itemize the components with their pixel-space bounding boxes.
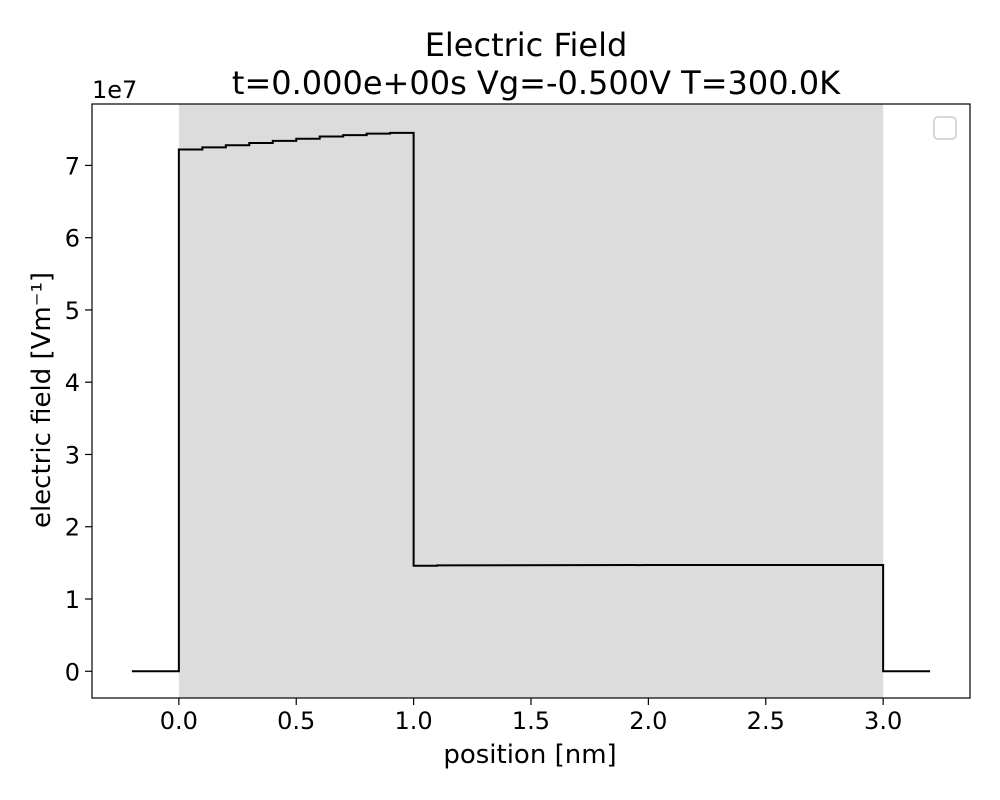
x-tick-label: 2.0 [629, 707, 667, 735]
y-tick-label: 5 [65, 297, 80, 325]
x-axis-label: position [nm] [443, 740, 616, 770]
y-tick-label: 7 [65, 152, 80, 180]
chart-subtitle: t=0.000e+00s Vg=-0.500V T=300.0K [232, 64, 841, 102]
y-offset-label: 1e7 [92, 76, 137, 104]
plot-area: 0.0 0.5 1.0 1.5 2.0 2.5 3.0 0 1 2 3 4 5 6 7 [65, 104, 931, 735]
y-tick-label: 1 [65, 586, 80, 614]
y-tick-label: 4 [65, 369, 80, 397]
y-axis-label: electric field [Vm⁻¹] [27, 272, 57, 528]
x-tick-label: 1.0 [395, 707, 433, 735]
x-tick-label: 0.5 [277, 707, 315, 735]
y-tick-label: 0 [65, 658, 80, 686]
y-tick-label: 2 [65, 514, 80, 542]
plot-frame [91, 103, 971, 699]
y-tick-label: 6 [65, 225, 80, 253]
x-tick-label: 2.5 [747, 707, 785, 735]
series-line [131, 131, 931, 673]
x-tick-label: 3.0 [864, 707, 902, 735]
legend-box [933, 116, 957, 140]
y-tick-label: 3 [65, 441, 80, 469]
chart-title: Electric Field [425, 26, 628, 64]
x-tick-label: 0.0 [160, 707, 198, 735]
shaded-region [178, 104, 884, 698]
x-tick-label: 1.5 [512, 707, 550, 735]
